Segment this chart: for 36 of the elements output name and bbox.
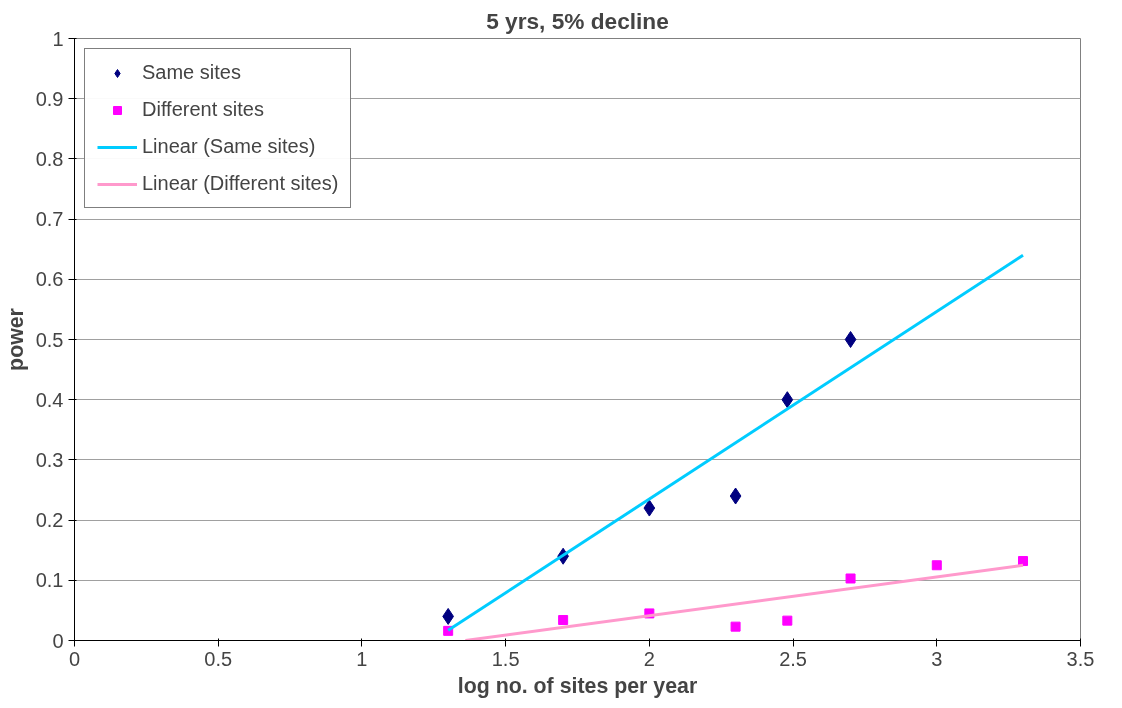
point [931, 560, 942, 571]
point [1018, 556, 1029, 567]
point [781, 391, 794, 409]
x-tick-label: 3.5 [1066, 647, 1095, 670]
y-tick-label: 0.7 [35, 208, 64, 231]
y-tick-label: 0.2 [35, 509, 64, 532]
y-tick-label: 1 [52, 27, 64, 50]
x-axis-title: log no. of sites per year [457, 673, 698, 698]
chart-title: 5 yrs, 5% decline [486, 7, 669, 34]
x-tick-label: 1 [356, 647, 368, 670]
y-tick-label: 0 [52, 629, 64, 652]
y-axis-title: power [3, 308, 28, 371]
legend-label: Linear (Same sites) [142, 135, 316, 158]
x-tick-label: 3 [931, 647, 943, 670]
x-tick-label: 0 [68, 647, 81, 670]
y-tick-label: 0.9 [35, 87, 64, 110]
y-tick-label: 0.3 [35, 448, 64, 471]
y-tick-label: 0.6 [35, 268, 64, 291]
x-tick-label: 0.5 [204, 647, 233, 670]
legend-label: Same sites [142, 61, 241, 84]
legend-label: Linear (Different sites) [142, 172, 339, 195]
point [729, 487, 742, 505]
point [782, 615, 793, 626]
x-tick-label: 2 [643, 647, 655, 670]
x-tick-label: 1.5 [491, 647, 520, 670]
legend-label: Different sites [142, 98, 264, 121]
point [643, 499, 656, 517]
point [730, 621, 741, 632]
y-tick-label: 0.8 [35, 147, 64, 170]
x-tick-label: 2.5 [779, 647, 807, 670]
point [845, 573, 856, 584]
y-tick-label: 0.4 [35, 388, 64, 411]
y-tick-label: 0.5 [35, 328, 64, 351]
y-tick-label: 0.1 [35, 569, 64, 592]
point [558, 615, 569, 626]
point [844, 331, 857, 348]
